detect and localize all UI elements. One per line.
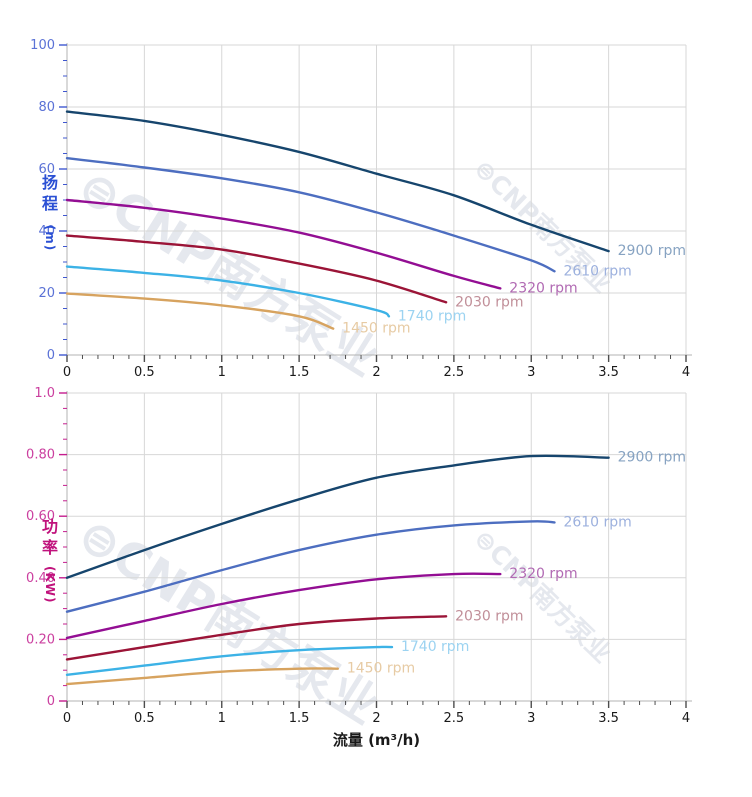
head-curve-x-tick-label: 3	[527, 365, 535, 380]
head-curve-x-tick-label: 0	[63, 365, 71, 380]
power-curve-series-2900-rpm	[65, 454, 610, 579]
head-curve-series-label-2320-rpm: 2320 rpm	[509, 280, 577, 296]
power-curve-x-tick-label: 2.5	[444, 711, 465, 726]
power-curve-series-1740-rpm	[65, 645, 394, 676]
flow-axis-title: 流量 (m³/h)	[332, 731, 421, 749]
power-curve-x-tick-label: 1.5	[289, 711, 310, 726]
power-axis-title: 功率 (KW)	[34, 516, 66, 604]
head-curve-x-tick-label: 0.5	[134, 365, 155, 380]
head-curve-series-2030-rpm	[65, 234, 448, 304]
head-curve-y-tick-label: 80	[38, 100, 55, 115]
head-curve-series-1740-rpm	[65, 265, 391, 318]
head-curve-x-tick-label: 3.5	[598, 365, 619, 380]
head-curve-x-tick-label: 1	[218, 365, 226, 380]
power-curve-series-label-2030-rpm: 2030 rpm	[455, 608, 523, 624]
head-curve-y-tick-label: 40	[38, 224, 55, 239]
power-axis-title-text: 功率	[41, 517, 58, 557]
head-curve-series-label-2030-rpm: 2030 rpm	[455, 294, 523, 310]
head-curve-y-tick-label: 60	[38, 162, 55, 177]
head-curve-x-tick-label: 1.5	[289, 365, 310, 380]
head-curve-x-tick-label: 2	[372, 365, 380, 380]
head-curve-y-tick-label: 20	[38, 286, 55, 301]
power-curve-y-tick-label: 1.0	[34, 386, 55, 401]
head-curve-y-tick-label: 100	[30, 38, 55, 53]
power-curve-y-tick-label: 0	[47, 694, 55, 709]
power-curve-series-label-2610-rpm: 2610 rpm	[563, 514, 631, 530]
power-curve-y-tick-label: 0.20	[26, 632, 55, 647]
power-curve-x-tick-label: 3.5	[598, 711, 619, 726]
power-axis-unit: (KW)	[43, 566, 57, 604]
head-curve-x-tick-label: 2.5	[444, 365, 465, 380]
power-curve-y-tick-label: 0.60	[26, 509, 55, 524]
head-curve-series-label-1740-rpm: 1740 rpm	[398, 308, 466, 324]
head-curve-series-label-2900-rpm: 2900 rpm	[618, 243, 686, 259]
power-curve-series-label-1450-rpm: 1450 rpm	[347, 661, 415, 677]
head-curve-series-2320-rpm	[65, 198, 502, 290]
power-curve-series-label-1740-rpm: 1740 rpm	[401, 639, 469, 655]
head-curve-series-1450-rpm	[65, 292, 335, 330]
head-curve-series-label-2610-rpm: 2610 rpm	[563, 263, 631, 279]
power-curve-series-2030-rpm	[65, 615, 448, 661]
head-curve-y-tick-label: 0	[47, 348, 55, 363]
head-axis-title: 扬程 (m)	[34, 172, 66, 251]
head-curve-series-2610-rpm	[65, 157, 556, 273]
power-curve-x-tick-label: 3	[527, 711, 535, 726]
head-curve-x-tick-label: 4	[682, 365, 690, 380]
power-curve-x-tick-label: 0.5	[134, 711, 155, 726]
power-curve-x-tick-label: 0	[63, 711, 71, 726]
power-curve-x-tick-label: 4	[682, 711, 690, 726]
head-axis-title-text: 扬程	[41, 173, 58, 213]
head-axis-unit: (m)	[43, 224, 57, 252]
power-curve-x-tick-label: 2	[372, 711, 380, 726]
head-curve-series-2900-rpm	[65, 110, 610, 253]
head-curve-series-label-1450-rpm: 1450 rpm	[342, 321, 410, 337]
power-curve-y-tick-label: 0.40	[26, 571, 55, 586]
power-curve-series-label-2900-rpm: 2900 rpm	[618, 450, 686, 466]
power-curve-series-label-2320-rpm: 2320 rpm	[509, 566, 577, 582]
power-curve-series-2610-rpm	[65, 520, 556, 613]
power-curve-series-1450-rpm	[65, 667, 339, 686]
power-curve-y-tick-label: 0.80	[26, 448, 55, 463]
power-curve-series-2320-rpm	[65, 572, 502, 640]
power-curve-x-tick-label: 1	[218, 711, 226, 726]
